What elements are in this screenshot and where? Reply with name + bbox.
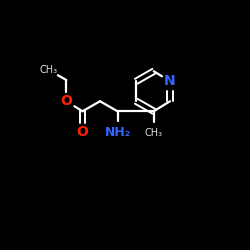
Text: O: O [76,126,88,140]
Text: N: N [164,74,176,88]
Text: NH₂: NH₂ [104,126,130,139]
Text: O: O [60,94,72,108]
Text: CH₃: CH₃ [40,65,58,75]
Text: CH₃: CH₃ [145,128,163,138]
